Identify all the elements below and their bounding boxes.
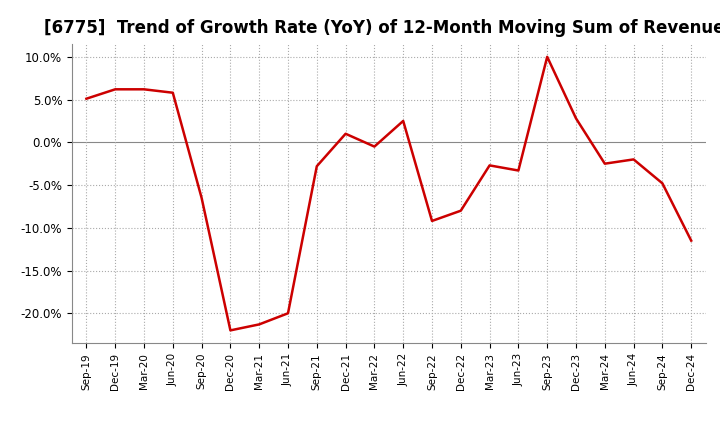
Title: [6775]  Trend of Growth Rate (YoY) of 12-Month Moving Sum of Revenues: [6775] Trend of Growth Rate (YoY) of 12-… [44, 19, 720, 37]
